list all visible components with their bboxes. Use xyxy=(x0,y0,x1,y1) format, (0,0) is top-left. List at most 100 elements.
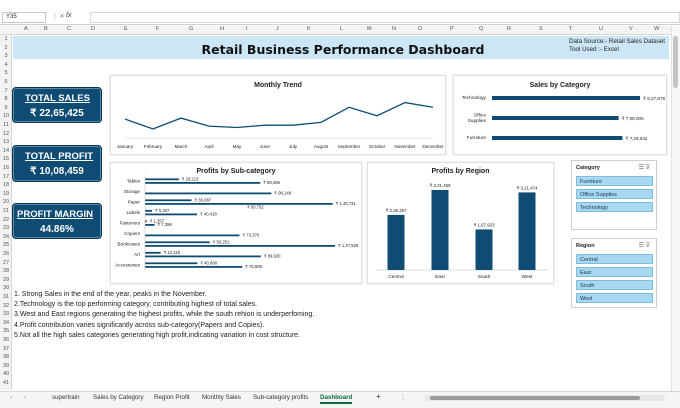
row-header[interactable]: 32 xyxy=(2,302,10,309)
row-header[interactable]: 8 xyxy=(4,96,8,103)
row-header[interactable]: 2 xyxy=(4,44,8,51)
row-header[interactable]: 4 xyxy=(4,61,8,68)
row-header[interactable]: 33 xyxy=(2,311,10,318)
tab-region-profit[interactable]: Region Profit xyxy=(154,394,190,401)
column-header[interactable]: O xyxy=(418,26,423,32)
formula-cancel-confirm-icons[interactable]: ⋮ ✕ ✓ xyxy=(52,14,72,20)
column-header[interactable]: H xyxy=(220,26,224,32)
column-header[interactable]: W xyxy=(654,26,660,32)
slicer-item-technology[interactable]: Technology xyxy=(576,202,653,212)
row-header[interactable]: 34 xyxy=(2,319,10,326)
slicer-item-west[interactable]: West xyxy=(576,293,653,303)
profits-by-region-chart[interactable]: Profits by Region ₹ 2,28,267 Central ₹ 3,3… xyxy=(367,162,554,284)
row-header[interactable]: 27 xyxy=(2,259,10,266)
row-header[interactable]: 11 xyxy=(3,122,9,128)
tab-dashboard[interactable]: Dashboard xyxy=(320,394,353,404)
horizontal-scroll-thumb[interactable] xyxy=(430,396,640,400)
column-header[interactable]: J xyxy=(276,26,279,32)
row-header[interactable]: 40 xyxy=(2,371,10,378)
vertical-scroll-thumb[interactable] xyxy=(673,36,678,88)
row-header[interactable]: 15 xyxy=(2,156,10,163)
slicer-item-furniture[interactable]: Furniture xyxy=(576,176,653,186)
column-header[interactable]: Q xyxy=(479,26,484,32)
fx-icon[interactable]: fx xyxy=(66,12,72,19)
row-header[interactable]: 38 xyxy=(2,354,10,361)
kpi-total-profit[interactable]: TOTAL PROFIT ₹ 10,08,459 xyxy=(12,145,102,182)
slicer-region[interactable]: Region ☰ ⊽ Central East South West xyxy=(571,238,657,308)
multi-select-and-clear-filter-icons[interactable]: ☰ ⊽ xyxy=(638,165,650,171)
monthly-trend-chart[interactable]: Monthly Trend January February March April M… xyxy=(110,75,446,155)
column-header[interactable]: P xyxy=(450,26,454,32)
tab-supertrain[interactable]: supertrain xyxy=(52,394,80,401)
formula-input[interactable] xyxy=(90,12,680,23)
row-header[interactable]: 6 xyxy=(4,79,8,85)
row-header[interactable]: 31 xyxy=(2,294,10,300)
name-box[interactable]: Y35 xyxy=(2,12,46,23)
month-tick-label: April xyxy=(204,144,213,149)
row-header[interactable]: 17 xyxy=(2,173,10,180)
column-header[interactable]: U xyxy=(599,26,603,32)
row-header[interactable]: 26 xyxy=(2,251,10,257)
add-sheet-icon[interactable]: + xyxy=(376,392,381,401)
row-header[interactable]: 36 xyxy=(2,337,10,343)
slicer-item-south[interactable]: South xyxy=(576,280,653,290)
column-header[interactable]: T xyxy=(569,26,573,32)
kpi-profit-margin[interactable]: PROFIT MARGIN 44.86% xyxy=(12,203,102,239)
row-header[interactable]: 20 xyxy=(2,199,10,206)
row-header[interactable]: 30 xyxy=(2,285,10,292)
slicer-item-office-supplies[interactable]: Office Supplies xyxy=(576,189,653,199)
row-header[interactable]: 24 xyxy=(2,233,10,240)
profits-by-subcategory-chart[interactable]: Profits by Sub-category Tables ₹ 26,213 ₹ … xyxy=(110,162,362,284)
row-header[interactable]: 35 xyxy=(2,328,10,335)
row-header[interactable]: 12 xyxy=(2,130,10,137)
multi-select-and-clear-filter-icons[interactable]: ☰ ⊽ xyxy=(638,243,650,249)
column-header[interactable]: G xyxy=(189,26,194,32)
column-header[interactable]: E xyxy=(124,26,128,32)
row-header[interactable]: 21 xyxy=(2,208,10,214)
row-header[interactable]: 14 xyxy=(2,147,10,154)
column-header[interactable]: F xyxy=(156,26,160,32)
column-header[interactable]: I xyxy=(246,26,248,32)
row-header[interactable]: 25 xyxy=(2,242,10,249)
column-header[interactable]: S xyxy=(539,26,543,32)
column-header[interactable]: D xyxy=(91,26,95,32)
row-header[interactable]: 23 xyxy=(2,225,10,232)
row-header[interactable]: 28 xyxy=(2,268,10,275)
row-header[interactable]: 7 xyxy=(4,87,8,94)
column-header[interactable]: R xyxy=(507,26,511,32)
row-header[interactable]: 18 xyxy=(2,182,10,189)
column-header[interactable]: C xyxy=(67,26,71,32)
row-header[interactable]: 22 xyxy=(2,216,10,223)
row-header[interactable]: 1 xyxy=(4,36,8,42)
slicer-item-east[interactable]: East xyxy=(576,267,653,277)
row-header[interactable]: 13 xyxy=(2,139,10,146)
row-header[interactable]: 5 xyxy=(4,70,8,77)
column-header[interactable]: L xyxy=(340,26,344,32)
row-header[interactable]: 3 xyxy=(4,53,8,60)
kpi-total-sales[interactable]: TOTAL SALES ₹ 22,65,425 xyxy=(12,87,102,123)
tab-monthly-sales[interactable]: Monthly Sales xyxy=(202,394,241,401)
slicer-category[interactable]: Category ☰ ⊽ Furniture Office Supplies T… xyxy=(571,160,657,230)
tab-sub-category-profits[interactable]: Sub-category profits xyxy=(253,394,309,401)
row-header[interactable]: 41 xyxy=(2,380,10,386)
tab-scroll-left-icon[interactable]: ‹ xyxy=(10,394,13,401)
vertical-scrollbar[interactable] xyxy=(671,26,680,391)
slicer-item-central[interactable]: Central xyxy=(576,254,653,264)
row-header[interactable]: 19 xyxy=(2,190,10,197)
row-header[interactable]: 37 xyxy=(2,345,10,352)
row-header[interactable]: 16 xyxy=(2,165,10,171)
row-header[interactable]: 10 xyxy=(2,113,10,120)
tab-scroll-right-icon[interactable]: › xyxy=(24,394,27,401)
tab-options-icon[interactable]: ⋮ xyxy=(400,394,407,401)
column-header[interactable]: V xyxy=(629,26,633,32)
sales-by-category-chart[interactable]: Sales by Category Technology ₹ 8,27,878 Of… xyxy=(453,75,667,155)
row-header[interactable]: 39 xyxy=(2,362,10,369)
tab-sales-by-category[interactable]: Sales by Category xyxy=(93,394,144,401)
column-header[interactable]: N xyxy=(392,26,396,32)
column-header[interactable]: B xyxy=(44,26,48,32)
row-header[interactable]: 29 xyxy=(2,276,10,283)
column-header[interactable]: A xyxy=(24,26,28,32)
column-header[interactable]: K xyxy=(307,26,311,32)
column-header[interactable]: M xyxy=(367,26,372,32)
row-header[interactable]: 9 xyxy=(4,104,8,111)
